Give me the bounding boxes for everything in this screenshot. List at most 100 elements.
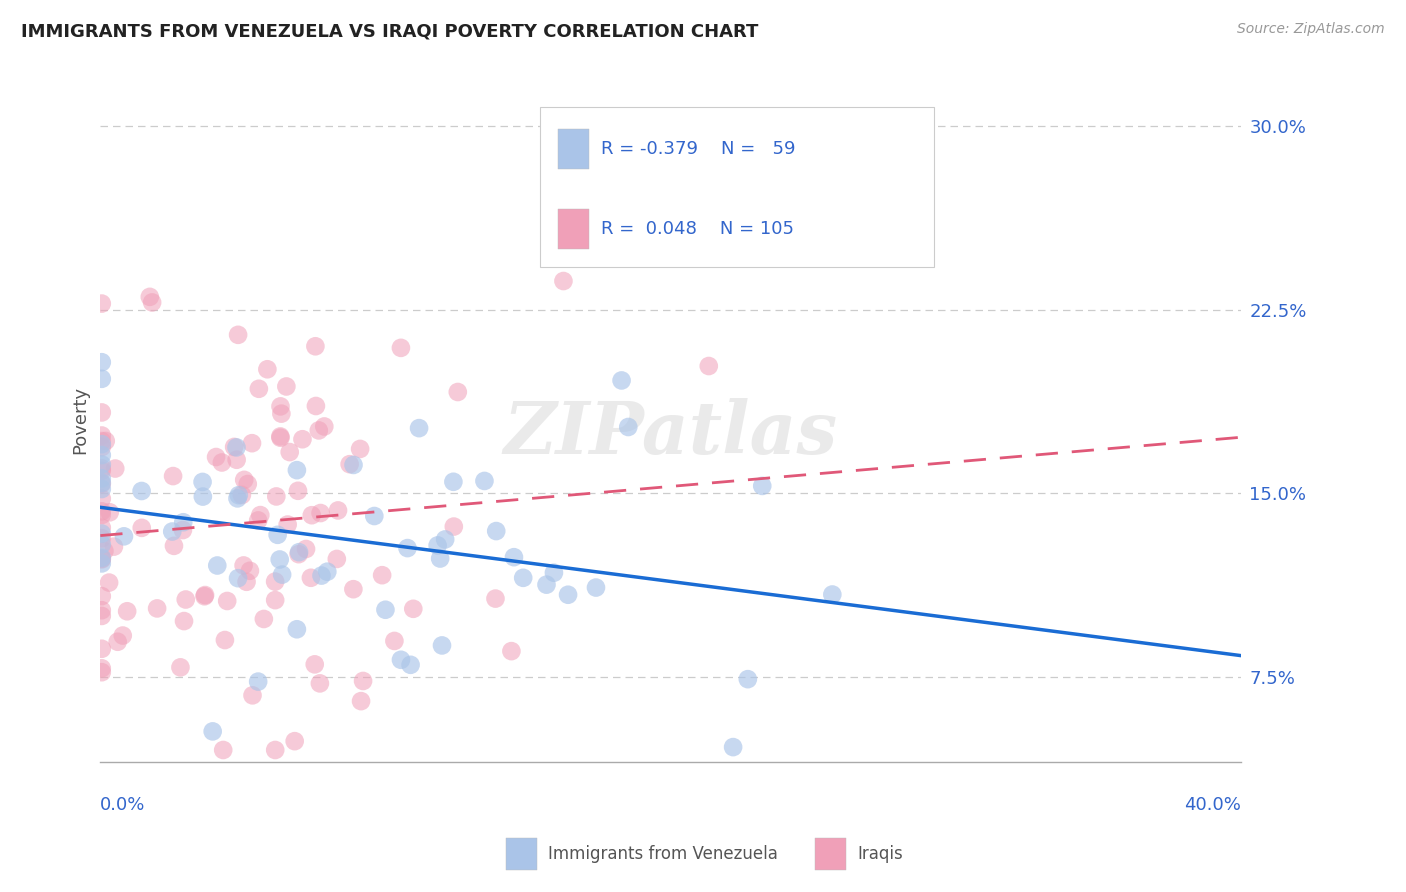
Point — [543, 566, 565, 580]
Point — [314, 419, 336, 434]
Point — [90, 557, 112, 571]
Point — [430, 639, 453, 653]
Point — [162, 469, 184, 483]
Point — [103, 540, 125, 554]
Point — [503, 550, 526, 565]
Point — [536, 577, 558, 591]
Point — [299, 571, 322, 585]
Point — [553, 274, 575, 288]
Text: R =  0.048    N = 105: R = 0.048 N = 105 — [600, 220, 793, 238]
Point — [402, 602, 425, 616]
Point — [194, 588, 217, 602]
Point — [225, 441, 247, 455]
Point — [326, 503, 349, 517]
Text: Iraqis: Iraqis — [858, 845, 904, 863]
Point — [115, 604, 138, 618]
Point — [139, 290, 162, 304]
Point — [112, 529, 135, 543]
Point — [90, 434, 112, 448]
Point — [201, 724, 224, 739]
Point — [253, 612, 276, 626]
Point — [90, 372, 112, 386]
Point — [311, 568, 333, 582]
Point — [264, 593, 287, 607]
Point — [266, 490, 288, 504]
Text: IMMIGRANTS FROM VENEZUELA VS IRAQI POVERTY CORRELATION CHART: IMMIGRANTS FROM VENEZUELA VS IRAQI POVER… — [21, 22, 758, 40]
Point — [350, 694, 373, 708]
Point — [90, 526, 112, 541]
Point — [90, 461, 112, 475]
Text: 40.0%: 40.0% — [1184, 797, 1241, 814]
Point — [172, 523, 194, 537]
Point — [226, 327, 249, 342]
Point — [349, 442, 371, 456]
Point — [228, 488, 250, 502]
Point — [295, 541, 318, 556]
Point — [269, 552, 291, 566]
Point — [270, 431, 292, 445]
Point — [484, 591, 506, 606]
Y-axis label: Poverty: Poverty — [72, 385, 89, 454]
Point — [256, 362, 278, 376]
Point — [90, 521, 112, 535]
Point — [408, 421, 430, 435]
Point — [90, 552, 112, 566]
Text: Source: ZipAtlas.com: Source: ZipAtlas.com — [1237, 22, 1385, 37]
Point — [287, 483, 309, 498]
Point — [285, 622, 308, 636]
Point — [93, 544, 115, 558]
Point — [217, 594, 239, 608]
Point — [141, 295, 163, 310]
Point — [585, 581, 607, 595]
Point — [90, 508, 112, 522]
Point — [90, 504, 112, 518]
Point — [242, 689, 264, 703]
Text: ZIPatlas: ZIPatlas — [503, 398, 838, 469]
Point — [247, 674, 270, 689]
Point — [301, 508, 323, 523]
Point — [305, 399, 328, 413]
Point — [485, 524, 508, 538]
Point — [172, 515, 194, 529]
Point — [90, 476, 112, 491]
Point — [240, 436, 263, 450]
Point — [131, 483, 153, 498]
Point — [610, 374, 633, 388]
Point — [90, 589, 112, 603]
Point — [326, 552, 349, 566]
Point — [90, 550, 112, 565]
Point — [214, 633, 236, 648]
Point — [512, 571, 534, 585]
Point — [269, 400, 291, 414]
Point — [107, 634, 129, 648]
Point — [224, 440, 246, 454]
Point — [264, 743, 287, 757]
Point — [304, 339, 326, 353]
Point — [231, 488, 253, 502]
Point — [90, 471, 112, 485]
Point — [90, 437, 112, 451]
Point — [233, 473, 256, 487]
Point — [501, 644, 523, 658]
Point — [249, 508, 271, 522]
Point — [264, 574, 287, 589]
Point — [309, 506, 332, 520]
Point — [205, 450, 228, 464]
Point — [90, 475, 112, 490]
Point — [474, 474, 496, 488]
Point — [235, 574, 257, 589]
Point — [339, 457, 361, 471]
Point — [90, 296, 112, 310]
Point — [191, 490, 214, 504]
Point — [284, 734, 307, 748]
Point — [174, 592, 197, 607]
Point — [278, 445, 301, 459]
Point — [721, 740, 744, 755]
Point — [232, 558, 254, 573]
Point — [90, 464, 112, 478]
Point — [308, 424, 330, 438]
Point — [211, 455, 233, 469]
Point — [399, 657, 422, 672]
Point — [146, 601, 169, 615]
Point — [389, 341, 412, 355]
